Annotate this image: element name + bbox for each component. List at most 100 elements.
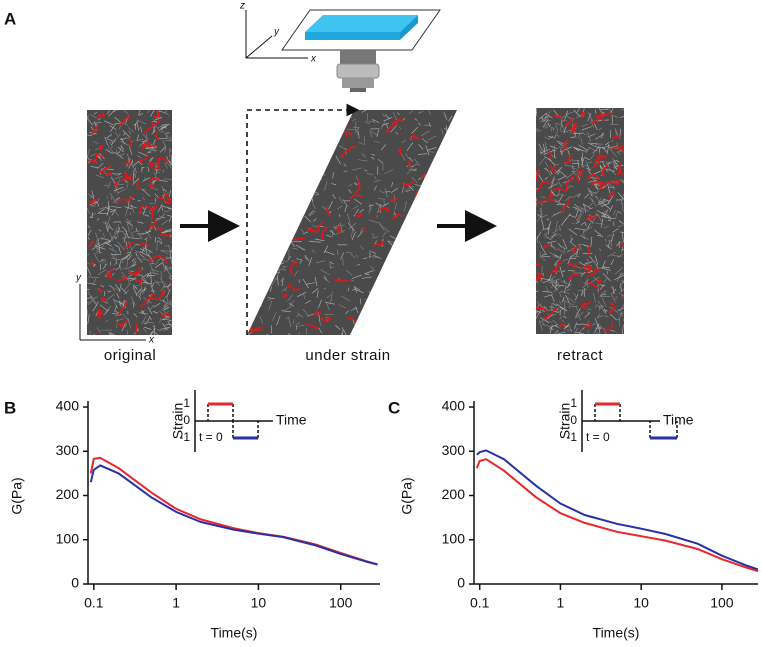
fiber [312, 288, 319, 294]
fiber [265, 222, 275, 225]
fiber [293, 133, 297, 142]
fiber [166, 266, 172, 270]
fiber [399, 126, 402, 130]
fiber [599, 305, 607, 314]
fiber [282, 144, 286, 150]
fiber [542, 291, 553, 293]
fiber [141, 310, 145, 315]
fiber [293, 270, 299, 277]
fiber-cluster [149, 219, 159, 229]
fiber [344, 205, 347, 213]
fiber-cluster [281, 164, 289, 170]
fiber [455, 306, 457, 315]
fiber [109, 247, 118, 253]
fiber [576, 333, 578, 334]
inset-x-label: Time [276, 412, 307, 428]
fiber [97, 198, 100, 202]
fiber [539, 149, 542, 154]
fiber [591, 322, 596, 326]
fiber [436, 335, 437, 339]
fiber [295, 152, 300, 157]
fiber [162, 262, 165, 267]
fiber-cluster [577, 170, 585, 177]
fiber [447, 130, 456, 134]
fiber [90, 126, 94, 131]
fiber [249, 115, 252, 126]
fiber [144, 237, 148, 240]
fiber [124, 252, 132, 260]
fiber [584, 193, 590, 199]
fiber [164, 111, 169, 116]
fiber [163, 178, 172, 180]
fiber [524, 140, 532, 145]
fiber [87, 229, 92, 236]
fiber [571, 305, 578, 308]
fiber [379, 224, 384, 227]
fiber [126, 181, 129, 188]
fiber [290, 232, 293, 239]
fiber [171, 286, 172, 287]
fiber [141, 188, 151, 197]
fiber [160, 270, 163, 280]
fiber [129, 146, 133, 155]
fiber [79, 214, 83, 216]
fiber [379, 190, 385, 194]
fiber [522, 286, 531, 292]
fiber [285, 316, 290, 320]
fiber [587, 112, 592, 122]
fiber [622, 261, 624, 263]
line-series [89, 456, 378, 566]
fiber [398, 296, 406, 305]
fiber [96, 327, 101, 333]
fiber [81, 246, 85, 248]
fiber [130, 296, 136, 306]
fiber [430, 306, 433, 312]
fiber [169, 139, 172, 141]
fiber [594, 229, 602, 236]
fiber [309, 149, 315, 155]
fiber-cluster [151, 290, 167, 301]
fiber [83, 303, 87, 306]
fiber [394, 302, 397, 306]
fiber [169, 253, 172, 264]
fiber [610, 108, 614, 114]
fiber [260, 150, 264, 156]
fiber [411, 270, 419, 280]
fiber [83, 249, 84, 258]
fiber [81, 324, 83, 332]
fiber [620, 193, 624, 202]
fiber [239, 301, 243, 310]
fiber [320, 321, 322, 326]
fiber-cluster [620, 241, 624, 249]
fiber [155, 217, 160, 222]
fiber [547, 183, 558, 189]
fiber [581, 123, 589, 128]
fiber [147, 335, 148, 338]
fiber [555, 122, 562, 126]
fiber [368, 291, 373, 300]
fiber [315, 172, 318, 183]
fiber [546, 110, 551, 120]
fiber [541, 309, 545, 313]
fiber [594, 143, 601, 146]
fiber [360, 327, 364, 335]
fiber [164, 265, 167, 272]
fiber [177, 126, 183, 127]
fiber-cluster [598, 112, 613, 118]
fiber [166, 336, 175, 339]
fiber-cluster [136, 181, 140, 191]
fiber [566, 288, 571, 291]
fiber [564, 337, 567, 338]
fiber [263, 293, 265, 299]
fiber [157, 179, 168, 182]
fiber [418, 111, 424, 114]
fiber [280, 232, 287, 236]
fiber [111, 335, 118, 338]
fiber [573, 102, 578, 103]
fiber-cluster [320, 225, 327, 240]
fiber [314, 276, 318, 287]
axis-letter: z [239, 1, 245, 12]
fiber [413, 158, 421, 167]
fiber [610, 180, 619, 184]
